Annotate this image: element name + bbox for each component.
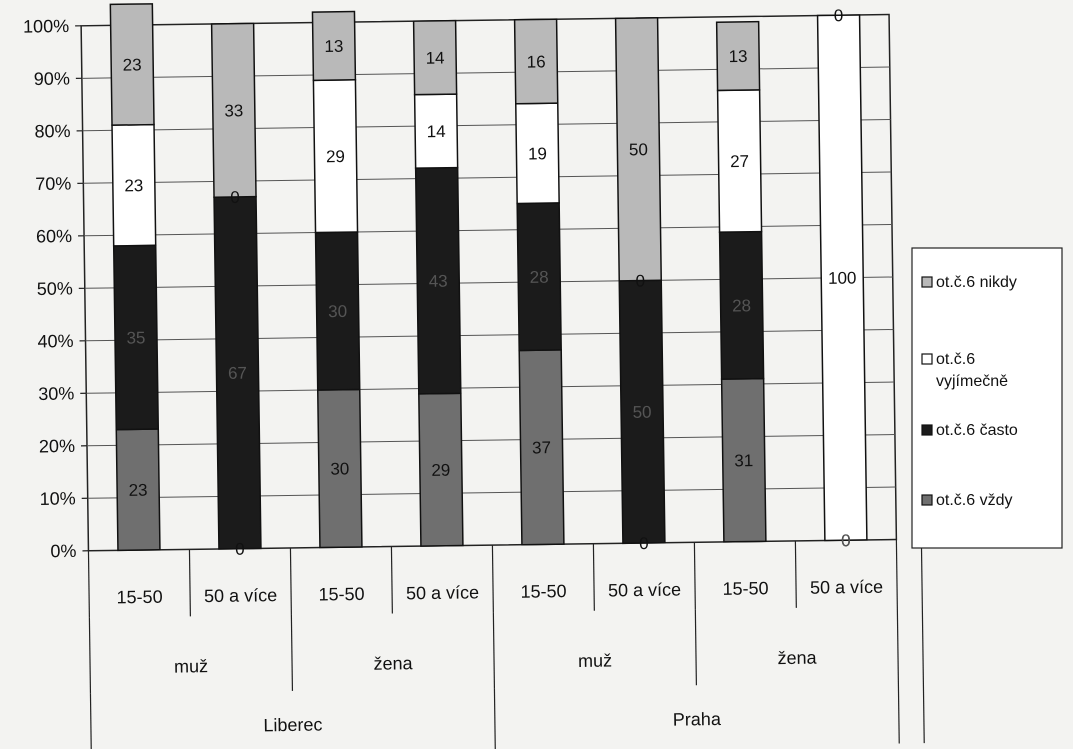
x-group-label: muž [578,650,612,670]
y-tick-label: 40% [37,331,73,352]
data-label: 0 [841,531,851,550]
x-supergroup-divider [493,688,496,749]
x-group-divider [492,612,496,689]
bar-segment [210,22,257,198]
x-table-edge [920,539,925,744]
data-label: 30 [328,302,347,321]
bar-segment [412,19,458,96]
x-category-label: 15-50 [722,578,768,599]
x-group-label: muž [174,656,208,676]
data-label: 31 [734,451,753,470]
data-label: 43 [429,272,448,291]
x-axis: 15-50 50 a více 15-50 50 a více 15-50 50 a ví… [87,539,925,749]
y-tick-label: 90% [34,68,70,89]
legend-swatch [921,424,933,436]
y-tick-label: 50% [37,278,73,299]
data-label: 0 [841,531,851,550]
data-label: 28 [530,268,549,287]
data-label: 13 [729,47,748,66]
x-group-label: žena [777,648,817,669]
x-category-label: 15-50 [520,581,566,602]
x-category-label: 15-50 [116,587,162,608]
bar-segment [715,20,761,92]
bar-segment [816,14,868,542]
y-tick-label: 30% [38,383,74,404]
data-label: 14 [426,49,445,68]
data-label: 14 [427,122,446,141]
data-label: 29 [431,461,450,480]
data-label: 16 [527,52,546,71]
x-group-label: žena [373,653,413,674]
data-label: 35 [126,328,145,347]
x-category-label: 50 a více [204,585,277,606]
data-label: 23 [124,176,143,195]
data-label: 28 [732,296,751,315]
data-label: 33 [224,101,243,120]
y-tick-label: 80% [34,121,70,142]
x-supergroup-divider [897,682,900,744]
x-category-divider [289,547,292,615]
legend: ot.č.6 nikdy ot.č.6 vyjímečně ot.č.6 často o… [911,247,1063,549]
x-category-divider [693,542,696,610]
legend-label: ot.č.6 často [936,422,1018,439]
data-label: 23 [129,481,148,500]
legend-label: ot.č.6 vždy [936,492,1012,509]
data-labels: 23 35 23 23 0 67 0 33 30 30 29 13 29 43 14 14 37 28 19 16 0 5… [123,6,857,559]
x-category-divider [592,543,595,611]
y-tick-label: 60% [36,226,72,247]
data-label: 0 [230,188,240,207]
x-supergroup-divider [89,693,92,749]
x-category-divider [87,550,90,618]
x-category-divider [794,540,797,608]
data-label: 100 [828,269,857,288]
y-tick-label: 100% [23,16,69,37]
legend-label: ot.č.6 vyjímečně [936,351,1008,390]
bars [109,3,868,552]
x-category-label: 50 a více [608,580,681,601]
x-category-divider [491,545,494,613]
x-category-label: 50 a více [810,577,883,598]
x-supergroup-label: Liberec [263,715,322,736]
legend-swatch [921,276,933,288]
data-label: 13 [324,37,343,56]
x-group-divider [896,606,899,683]
x-group-divider [88,617,92,694]
y-tick-label: 20% [39,436,75,457]
data-label: 0 [834,6,844,25]
data-label: 30 [330,459,349,478]
x-group-divider [290,614,294,691]
x-group-divider [694,609,697,686]
x-category-divider [390,546,393,614]
legend-box [911,247,1063,549]
legend-swatch [921,353,933,365]
legend-label: ot.č.6 nikdy [936,274,1017,291]
bar-segment [614,17,663,282]
data-label: 0 [635,271,645,290]
legend-swatch [921,494,933,506]
bar-segment [513,18,559,105]
data-label: 19 [528,144,547,163]
data-label: 67 [228,364,247,383]
x-category-label: 15-50 [318,584,364,605]
data-label: 0 [639,534,649,553]
data-label: 27 [730,152,749,171]
x-supergroup-label: Praha [673,709,722,730]
x-category-divider [895,539,898,607]
data-label: 37 [532,438,551,457]
y-tick-label: 70% [35,173,71,194]
bar-segment [109,3,155,126]
y-tick-label: 10% [40,488,76,509]
data-label: 50 [629,140,648,159]
y-tick-label: 0% [50,541,76,561]
bar-segment [311,10,357,82]
data-label: 0 [235,540,245,559]
x-category-label: 50 a více [406,582,479,603]
x-category-divider [188,549,191,617]
y-axis: 0% 10% 20% 30% 40% 50% 60% 70% 80% 90% 100% [23,16,89,561]
data-label: 29 [326,147,345,166]
data-label: 23 [123,55,142,74]
data-label: 50 [632,403,651,422]
plot-area: 23 35 23 23 0 67 0 33 30 30 29 13 29 43 14 14 37 28 19 16 0 5… [23,3,925,749]
